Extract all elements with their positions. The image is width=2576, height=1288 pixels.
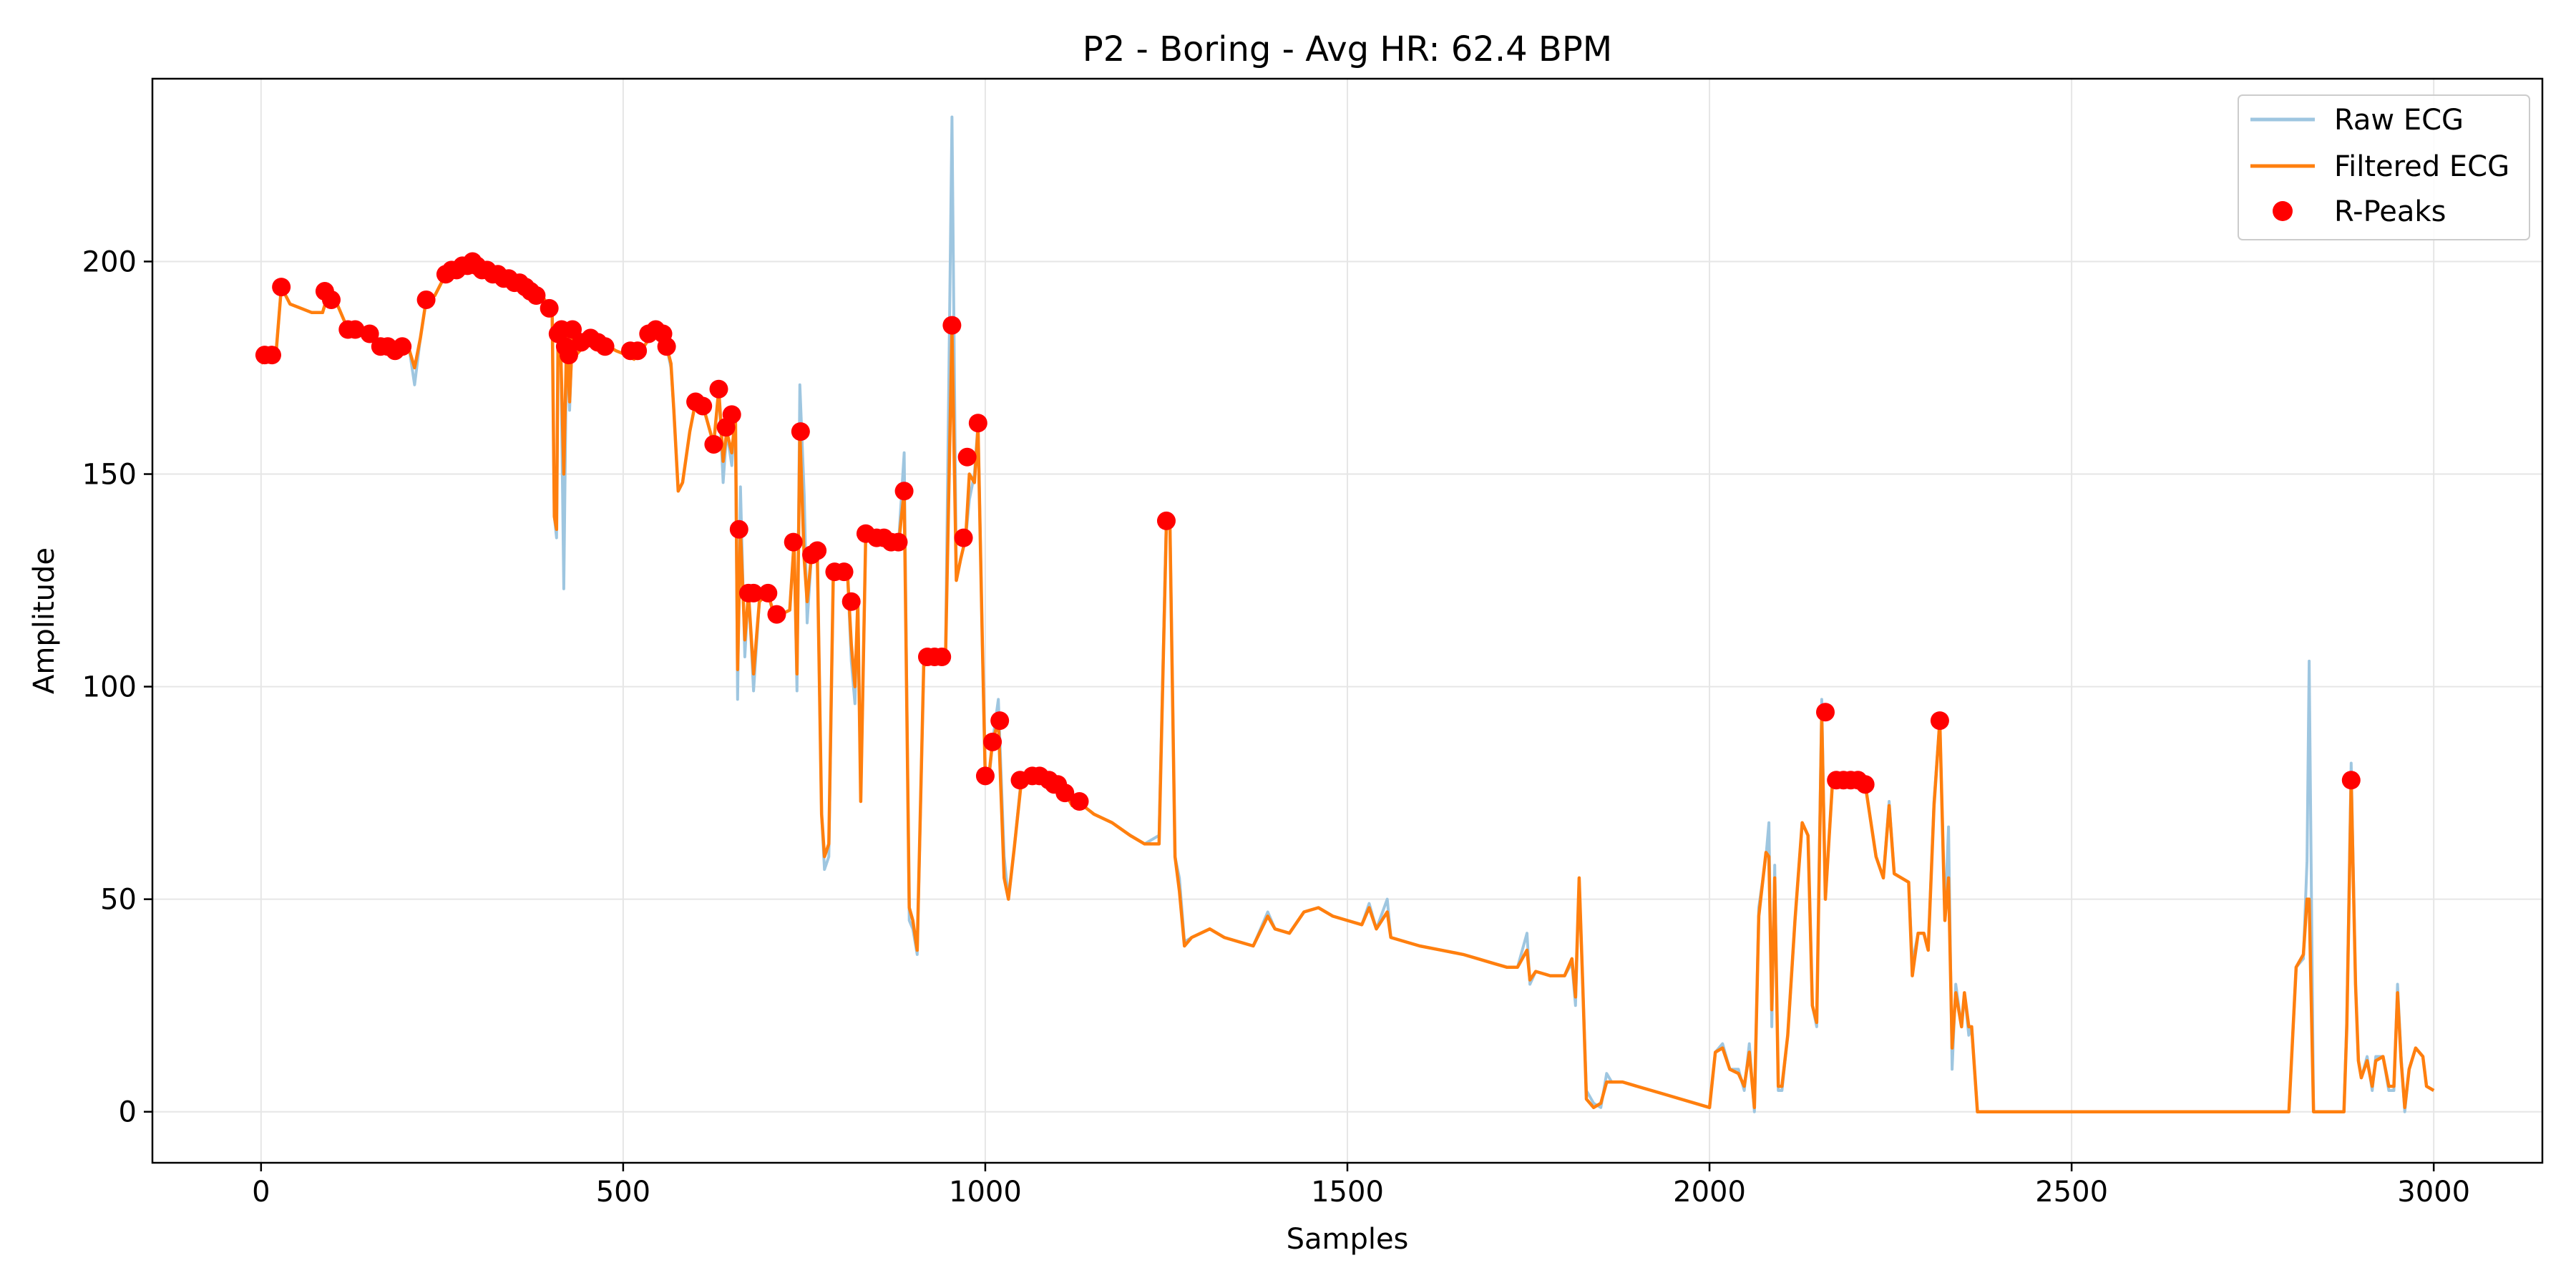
y-tick-label: 50 (100, 884, 137, 917)
r-peak-point (2341, 771, 2361, 790)
r-peak-point (346, 320, 365, 339)
filtered-ecg-line (260, 264, 2435, 1113)
r-peak-point (841, 592, 861, 611)
r-peak-point (932, 648, 952, 666)
r-peak-point (393, 337, 412, 356)
r-peak-point (758, 583, 778, 602)
r-peak-point (709, 379, 728, 399)
legend-r-peaks-swatch (2273, 201, 2293, 221)
r-peak-point (527, 286, 546, 305)
r-peak-point (1816, 703, 1835, 722)
r-peak-point (628, 341, 648, 361)
x-tick-label: 1500 (1311, 1176, 1384, 1209)
r-peak-point (808, 541, 827, 560)
x-tick-label: 0 (252, 1176, 270, 1209)
legend-r-peaks-label: R-Peaks (2334, 195, 2446, 228)
y-tick-label: 150 (82, 459, 137, 492)
legend-box (2238, 94, 2530, 240)
x-tick-label: 3000 (2397, 1176, 2470, 1209)
legend-raw-ecg-label: Raw ECG (2334, 104, 2464, 137)
r-peak-point (1070, 792, 1089, 811)
r-peak-point (693, 396, 713, 416)
y-tick-label: 200 (82, 245, 137, 278)
r-peak-point (416, 290, 436, 309)
axis-ticks: 0 500 1000 1500 2000 2500 3000 0 50 100 150 200 (82, 245, 2470, 1209)
x-tick-label: 500 (596, 1176, 650, 1209)
r-peak-point (954, 528, 973, 547)
r-peak-point (767, 605, 786, 624)
r-peak-point (595, 337, 615, 356)
y-tick-label: 100 (82, 671, 137, 704)
legend: Raw ECG Filtered ECG R-Peaks (2238, 94, 2530, 240)
r-peak-point (657, 337, 676, 356)
r-peak-point (784, 532, 803, 552)
r-peak-point (360, 324, 379, 343)
r-peak-point (942, 316, 962, 335)
r-peak-point (957, 447, 977, 467)
y-tick-label: 0 (119, 1096, 137, 1129)
chart-title: P2 - Boring - Avg HR: 62.4 BPM (1083, 29, 1612, 69)
r-peak-point (975, 766, 995, 786)
r-peak-point (722, 405, 741, 424)
r-peak-point (894, 482, 914, 501)
r-peak-point (540, 298, 559, 318)
r-peak-point (1055, 784, 1075, 803)
x-axis-label: Samples (1287, 1223, 1409, 1256)
r-peak-point (744, 583, 763, 602)
r-peak-point (889, 532, 908, 552)
r-peak-point (834, 562, 854, 582)
r-peak-point (321, 290, 341, 309)
legend-filtered-ecg-label: Filtered ECG (2334, 150, 2509, 183)
r-peak-point (1156, 511, 1176, 530)
r-peak-point (704, 434, 723, 454)
r-peak-point (263, 346, 281, 365)
r-peak-point (1930, 711, 1949, 731)
r-peak-point (729, 519, 748, 539)
x-tick-label: 1000 (949, 1176, 1022, 1209)
plot-area (255, 115, 2435, 1113)
r-peak-point (968, 414, 987, 433)
r-peak-point (559, 346, 578, 365)
r-peak-point (990, 711, 1010, 731)
y-axis-label: Amplitude (28, 547, 61, 694)
r-peak-point (983, 732, 1002, 751)
r-peak-point (1855, 775, 1875, 794)
r-peak-point (791, 422, 810, 441)
x-tick-label: 2500 (2035, 1176, 2108, 1209)
grid (152, 79, 2542, 1163)
r-peak-point (272, 278, 291, 297)
x-tick-label: 2000 (1673, 1176, 1746, 1209)
